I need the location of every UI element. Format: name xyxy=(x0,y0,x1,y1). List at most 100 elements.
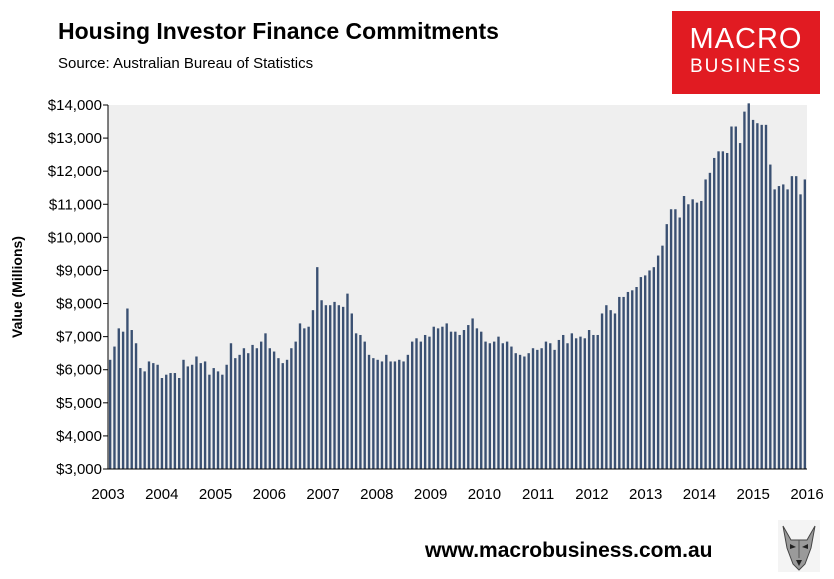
y-axis-label: Value (Millions) xyxy=(9,236,25,338)
bar xyxy=(730,126,733,469)
chart-title: Housing Investor Finance Commitments xyxy=(58,18,499,44)
bar xyxy=(488,343,492,469)
bar xyxy=(203,361,207,469)
y-tick-label: $12,000 xyxy=(48,163,102,180)
bar xyxy=(398,359,401,469)
bar xyxy=(661,245,664,469)
bar xyxy=(514,353,517,469)
bar xyxy=(393,361,397,469)
bar xyxy=(803,179,807,469)
bar xyxy=(790,176,794,469)
bar xyxy=(380,361,384,469)
bar xyxy=(367,354,371,469)
bar xyxy=(182,359,185,469)
bar xyxy=(592,334,595,469)
bar xyxy=(467,325,470,469)
bar xyxy=(428,336,431,469)
bar xyxy=(255,348,259,469)
bar xyxy=(389,361,392,469)
x-tick-label: 2012 xyxy=(575,486,608,503)
bar xyxy=(173,373,177,469)
bar xyxy=(622,296,625,469)
bar xyxy=(574,338,578,469)
macrobusiness-logo: MACRO BUSINESS xyxy=(672,11,820,94)
bar xyxy=(363,341,366,469)
bar xyxy=(346,293,349,469)
bar xyxy=(121,331,125,469)
bar xyxy=(376,359,379,469)
bar xyxy=(186,366,190,469)
bar xyxy=(143,371,146,469)
bar xyxy=(583,338,586,469)
x-tick-label: 2003 xyxy=(91,486,124,503)
bar xyxy=(618,296,621,469)
bar xyxy=(354,333,358,469)
bar xyxy=(147,361,151,469)
bar xyxy=(756,123,759,469)
bar xyxy=(501,343,504,469)
bar xyxy=(782,184,785,470)
bar xyxy=(717,151,720,469)
bar xyxy=(656,255,660,469)
logo-line-2: BUSINESS xyxy=(689,56,803,77)
x-tick-label: 2015 xyxy=(737,486,770,503)
y-tick-label: $8,000 xyxy=(56,296,102,313)
y-tick-label: $11,000 xyxy=(49,196,102,213)
bar xyxy=(290,348,293,469)
bar xyxy=(402,361,405,469)
bar xyxy=(505,341,509,469)
bar xyxy=(669,209,673,470)
bar xyxy=(492,341,496,469)
bar xyxy=(350,313,353,469)
bar xyxy=(644,275,647,469)
bar xyxy=(225,364,228,469)
x-tick-label: 2014 xyxy=(683,486,716,503)
bar xyxy=(695,202,699,469)
bar xyxy=(631,290,634,469)
bar xyxy=(704,179,707,469)
bar xyxy=(324,305,328,469)
bar xyxy=(139,368,142,469)
y-tick-label: $5,000 xyxy=(56,395,102,412)
bar xyxy=(600,313,604,469)
bar xyxy=(216,371,220,469)
y-tick-label: $10,000 xyxy=(48,229,102,246)
x-tick-label: 2011 xyxy=(522,486,554,503)
bar xyxy=(199,363,202,469)
bar xyxy=(178,378,181,469)
bar xyxy=(773,189,776,469)
bar xyxy=(156,364,159,469)
bar xyxy=(553,349,556,469)
bar xyxy=(795,176,798,469)
bar xyxy=(562,334,565,469)
bar xyxy=(281,363,284,469)
bar xyxy=(117,328,120,469)
bar xyxy=(190,364,194,469)
bar xyxy=(674,209,677,470)
bar xyxy=(165,374,168,469)
bar xyxy=(195,356,198,469)
website-url[interactable]: www.macrobusiness.com.au xyxy=(425,539,713,562)
bar xyxy=(247,353,250,469)
bar xyxy=(475,328,479,469)
bar xyxy=(234,358,237,469)
bar xyxy=(320,300,323,469)
bar xyxy=(725,152,729,470)
bar xyxy=(626,291,630,469)
bar xyxy=(307,326,310,469)
x-tick-label: 2007 xyxy=(306,486,339,503)
bar xyxy=(285,359,289,469)
bar xyxy=(126,308,129,469)
bar xyxy=(411,341,414,469)
bar xyxy=(242,348,246,469)
bar xyxy=(160,378,164,469)
bar xyxy=(769,164,772,469)
bar xyxy=(341,306,345,469)
bar xyxy=(639,277,643,469)
bar xyxy=(786,189,789,469)
bar xyxy=(303,328,306,469)
bar xyxy=(549,343,552,469)
x-tick-label: 2008 xyxy=(360,486,393,503)
bar xyxy=(609,310,612,469)
